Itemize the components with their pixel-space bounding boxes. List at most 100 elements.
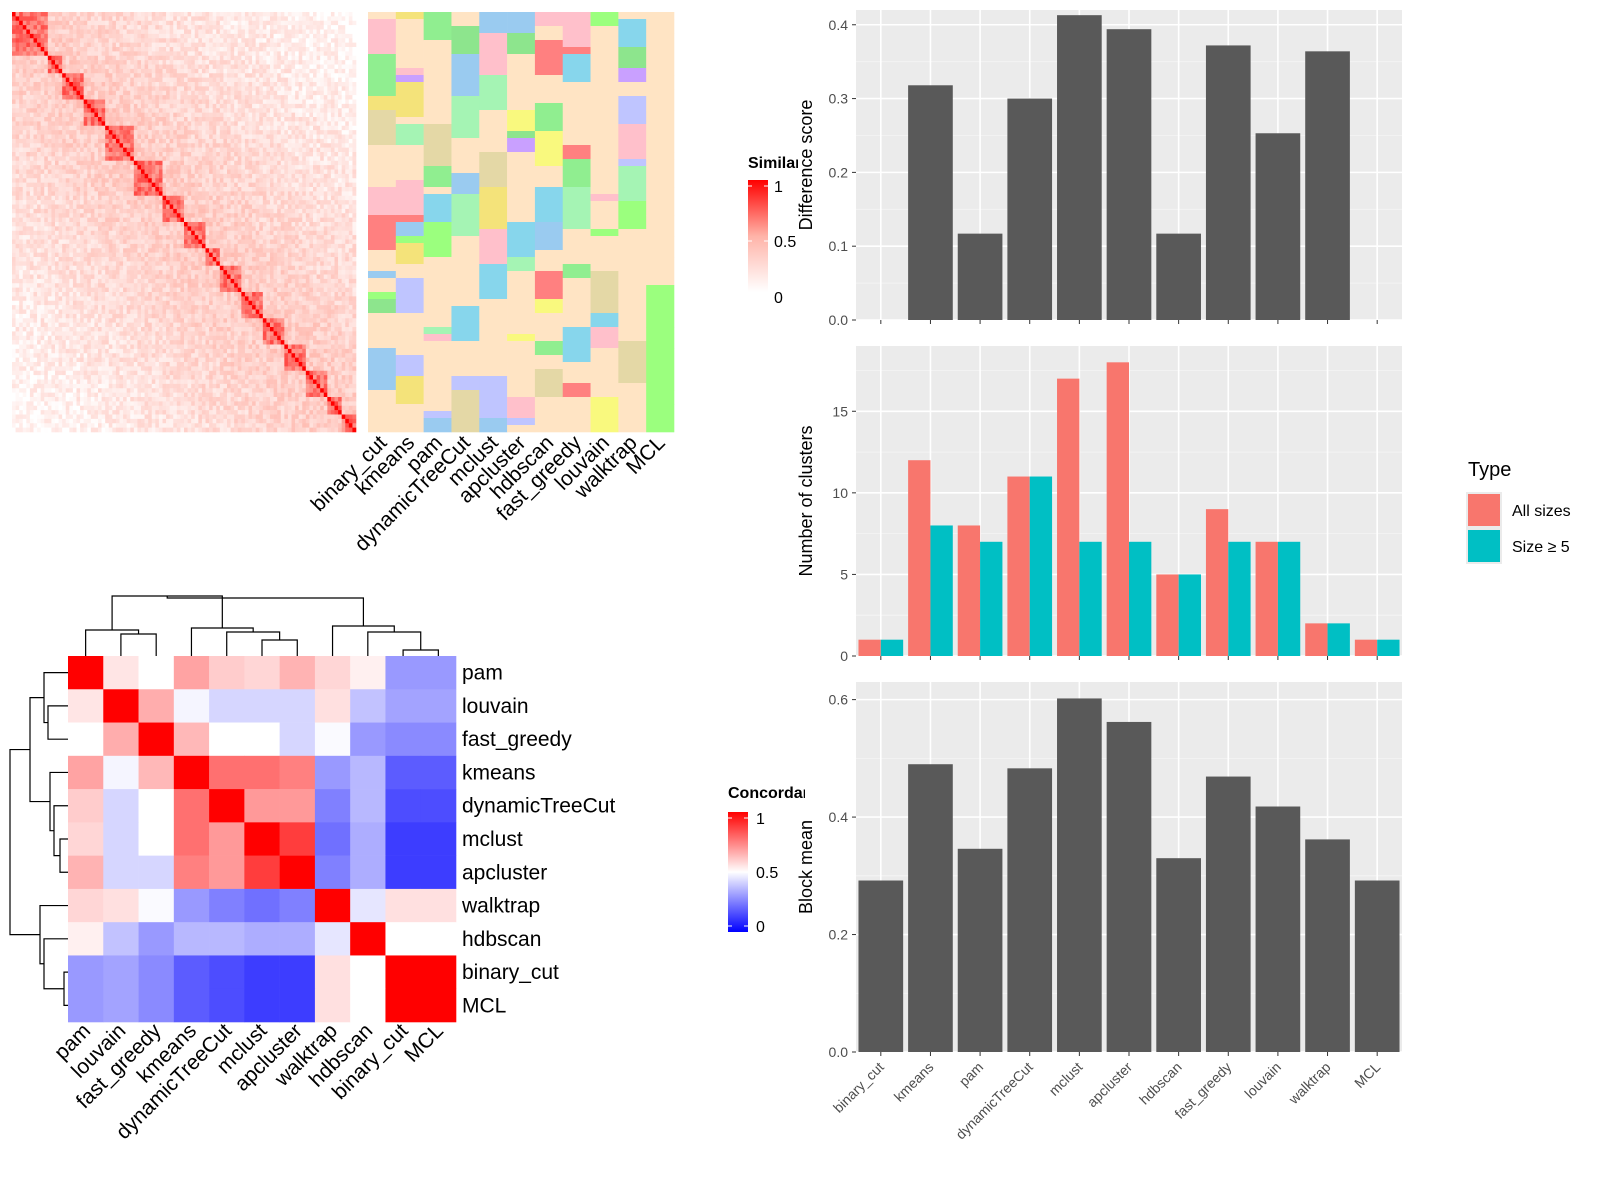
similarity-cell: [12, 143, 16, 148]
similarity-cell: [158, 138, 163, 144]
similarity-cell: [327, 217, 332, 223]
similarity-cell: [47, 138, 52, 144]
similarity-cell: [313, 143, 317, 148]
similarity-cell: [212, 217, 217, 223]
similarity-cell: [191, 60, 196, 65]
similarity-cell: [148, 77, 153, 83]
similarity-cell: [101, 156, 106, 162]
similarity-cell: [80, 143, 84, 148]
similarity-cell: [155, 12, 160, 17]
similarity-cell: [26, 204, 31, 210]
similarity-cell: [244, 112, 249, 118]
similarity-cell: [123, 160, 127, 166]
similarity-cell: [295, 195, 299, 201]
similarity-cell: [72, 33, 77, 39]
similarity-cell: [108, 182, 113, 188]
similarity-cell: [44, 112, 49, 118]
similarity-cell: [284, 73, 289, 78]
similarity-cell: [287, 173, 292, 179]
similarity-cell: [133, 138, 138, 144]
similarity-cell: [184, 103, 188, 109]
similarity-cell: [76, 73, 81, 78]
similarity-cell: [323, 29, 328, 35]
similarity-cell: [144, 25, 149, 30]
similarity-cell: [40, 230, 45, 236]
similarity-cell: [151, 12, 156, 17]
similarity-cell: [72, 12, 77, 17]
similarity-cell: [273, 195, 278, 201]
similarity-cell: [295, 16, 299, 22]
similarity-cell: [47, 112, 52, 118]
similarity-cell: [227, 134, 231, 140]
similarity-cell: [22, 213, 27, 218]
similarity-cell: [194, 42, 199, 48]
similarity-cell: [58, 103, 63, 109]
similarity-cell: [101, 226, 106, 232]
similarity-cell: [184, 29, 188, 35]
similarity-cell: [270, 187, 274, 192]
similarity-cell: [212, 117, 217, 122]
similarity-cell: [338, 42, 342, 48]
similarity-cell: [115, 20, 120, 26]
similarity-cell: [40, 47, 45, 52]
similarity-cell: [334, 103, 339, 109]
similarity-cell: [234, 90, 239, 96]
similarity-cell: [123, 213, 127, 218]
similarity-cell: [80, 195, 84, 201]
similarity-cell: [180, 195, 185, 201]
similarity-cell: [19, 103, 24, 109]
similarity-cell: [295, 134, 299, 140]
similarity-cell: [123, 191, 127, 197]
similarity-cell: [327, 125, 332, 131]
similarity-cell: [119, 103, 124, 109]
similarity-cell: [90, 217, 95, 223]
similarity-cell: [248, 208, 253, 214]
similarity-cell: [112, 29, 117, 35]
similarity-cell: [130, 103, 135, 109]
similarity-cell: [44, 12, 49, 17]
similarity-cell: [205, 108, 210, 113]
similarity-cell: [316, 20, 321, 26]
similarity-cell: [58, 77, 63, 83]
similarity-cell: [151, 230, 156, 236]
similarity-cell: [19, 143, 24, 148]
similarity-cell: [302, 20, 307, 26]
similarity-cell: [51, 51, 56, 57]
similarity-cell: [115, 68, 120, 74]
similarity-cell: [205, 82, 210, 87]
similarity-cell: [112, 226, 117, 232]
similarity-cell: [252, 156, 256, 162]
similarity-cell: [98, 51, 102, 57]
similarity-cell: [212, 16, 217, 22]
similarity-cell: [37, 143, 41, 148]
similarity-cell: [266, 29, 271, 35]
similarity-cell: [216, 29, 221, 35]
similarity-cell: [230, 73, 235, 78]
similarity-cell: [151, 64, 156, 70]
similarity-cell: [320, 82, 325, 87]
similarity-cell: [237, 143, 242, 148]
similarity-cell: [248, 226, 253, 232]
similarity-cell: [287, 121, 292, 127]
similarity-cell: [223, 47, 228, 52]
similarity-cell: [244, 64, 249, 70]
similarity-cell: [155, 108, 160, 113]
similarity-cell: [101, 55, 106, 61]
similarity-cell: [151, 121, 156, 127]
similarity-cell: [284, 55, 289, 61]
similarity-cell: [270, 208, 274, 214]
similarity-cell: [248, 213, 253, 218]
similarity-cell: [248, 33, 253, 39]
similarity-cell: [187, 134, 192, 140]
similarity-cell: [237, 230, 242, 236]
similarity-cell: [22, 16, 27, 22]
similarity-cell: [266, 68, 271, 74]
similarity-cell: [87, 191, 92, 197]
similarity-cell: [80, 121, 84, 127]
similarity-cell: [65, 217, 70, 223]
similarity-cell: [338, 125, 342, 131]
similarity-cell: [94, 16, 99, 22]
similarity-cell: [83, 125, 88, 131]
similarity-cell: [341, 191, 346, 197]
similarity-cell: [76, 20, 81, 26]
